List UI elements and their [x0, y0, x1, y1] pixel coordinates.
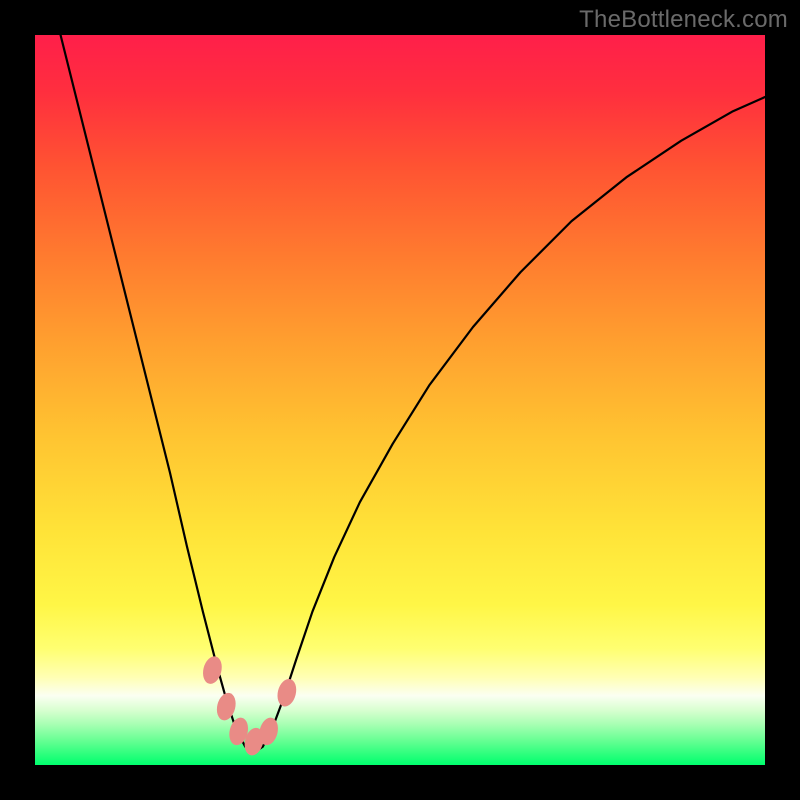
plot-svg: [0, 0, 800, 800]
chart-container: TheBottleneck.com: [0, 0, 800, 800]
watermark-text: TheBottleneck.com: [579, 6, 788, 34]
plot-background: [35, 35, 765, 765]
